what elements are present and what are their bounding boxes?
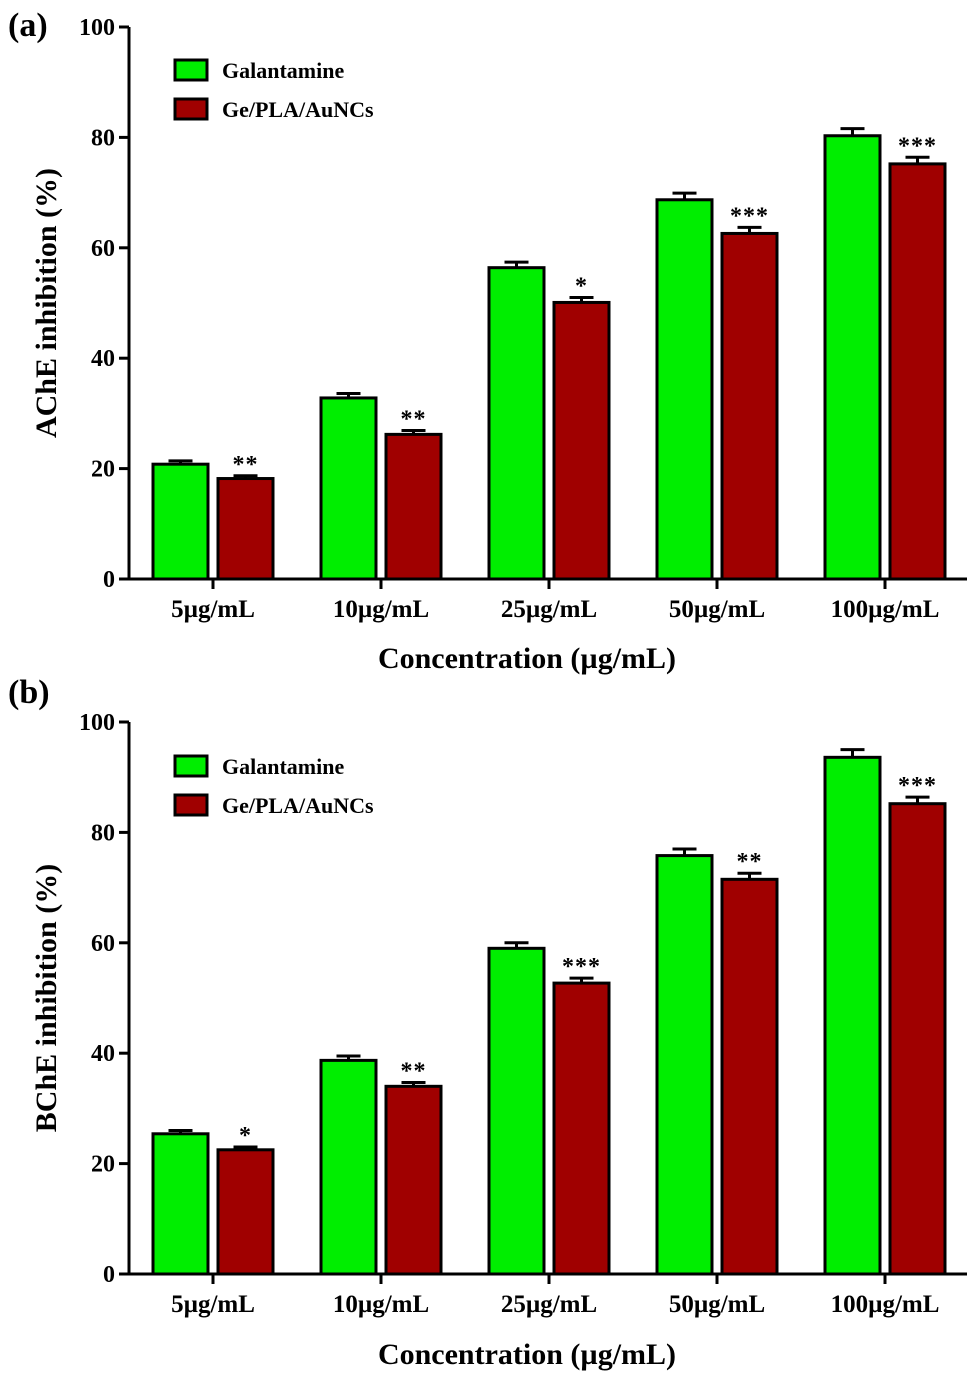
panel-label: (a) — [8, 7, 48, 44]
y-tick-label: 0 — [103, 567, 115, 593]
y-tick-label: 80 — [91, 125, 115, 151]
x-axis-label: Concentration (µg/mL) — [378, 642, 676, 675]
bar-ge-pla-auncs — [552, 300, 611, 581]
significance-marker: ** — [401, 1058, 427, 1084]
legend-label: Galantamine — [222, 754, 344, 779]
x-tick-label: 100µg/mL — [831, 596, 940, 623]
bar-ge-pla-auncs — [888, 162, 947, 581]
y-tick-label: 100 — [79, 15, 115, 41]
bar-galantamine — [319, 396, 378, 581]
y-tick-label: 0 — [103, 1262, 115, 1288]
bar-galantamine — [823, 134, 882, 581]
x-axis-label: Concentration (µg/mL) — [378, 1338, 676, 1371]
legend-label: Ge/PLA/AuNCs — [222, 793, 374, 818]
significance-marker: * — [575, 273, 588, 299]
bar-ge-pla-auncs — [216, 1148, 275, 1276]
x-tick-label: 50µg/mL — [669, 596, 765, 623]
bar-galantamine — [151, 1132, 210, 1276]
bar-galantamine — [655, 198, 714, 581]
legend: Galantamine Ge/PLA/AuNCs — [173, 58, 374, 122]
bar-ge-pla-auncs — [384, 1084, 443, 1276]
significance-marker: ** — [737, 849, 763, 875]
y-tick-label: 60 — [91, 236, 115, 262]
panel-label: (b) — [8, 674, 50, 711]
significance-marker: * — [239, 1123, 252, 1149]
x-tick-label: 100µg/mL — [831, 1291, 940, 1318]
bar-galantamine — [487, 266, 546, 581]
y-tick-label: 60 — [91, 931, 115, 957]
legend-swatch — [173, 97, 209, 121]
significance-marker: *** — [562, 954, 601, 980]
chart-panel-1: (a) AChE inhibition (%) Concentration (µg/… — [8, 7, 967, 675]
y-tick-label: 20 — [91, 1152, 115, 1178]
significance-marker: *** — [898, 133, 937, 159]
bar-ge-pla-auncs — [552, 981, 611, 1276]
x-tick-label: 5µg/mL — [171, 1291, 255, 1318]
bar-ge-pla-auncs — [384, 432, 443, 581]
bar-galantamine — [823, 755, 882, 1276]
y-tick-label: 80 — [91, 820, 115, 846]
bar-ge-pla-auncs — [888, 802, 947, 1276]
x-tick-label: 25µg/mL — [501, 596, 597, 623]
y-tick-label: 40 — [91, 346, 115, 372]
y-tick-label: 100 — [79, 710, 115, 736]
bar-ge-pla-auncs — [216, 477, 275, 581]
x-tick-label: 10µg/mL — [333, 1291, 429, 1318]
legend: Galantamine Ge/PLA/AuNCs — [173, 754, 374, 818]
significance-marker: *** — [730, 203, 769, 229]
bar-galantamine — [487, 946, 546, 1276]
x-tick-label: 10µg/mL — [333, 596, 429, 623]
bar-galantamine — [151, 462, 210, 581]
bar-galantamine — [655, 854, 714, 1276]
y-axis-label: BChE inhibition (%) — [30, 864, 63, 1132]
significance-marker: *** — [898, 773, 937, 799]
significance-marker: ** — [233, 452, 259, 478]
y-tick-label: 40 — [91, 1041, 115, 1067]
chart-panel-2: (b) BChE inhibition (%) Concentration (µg/… — [8, 674, 967, 1371]
legend-swatch — [173, 754, 209, 778]
legend-swatch — [173, 58, 209, 82]
bar-galantamine — [319, 1058, 378, 1276]
bar-ge-pla-auncs — [720, 231, 779, 581]
x-tick-label: 5µg/mL — [171, 596, 255, 623]
y-axis-label: AChE inhibition (%) — [30, 168, 63, 438]
x-tick-label: 25µg/mL — [501, 1291, 597, 1318]
bar-ge-pla-auncs — [720, 877, 779, 1276]
legend-swatch — [173, 793, 209, 817]
legend-label: Galantamine — [222, 58, 344, 83]
significance-marker: ** — [401, 407, 427, 433]
x-tick-label: 50µg/mL — [669, 1291, 765, 1318]
y-tick-label: 20 — [91, 457, 115, 483]
legend-label: Ge/PLA/AuNCs — [222, 97, 374, 122]
